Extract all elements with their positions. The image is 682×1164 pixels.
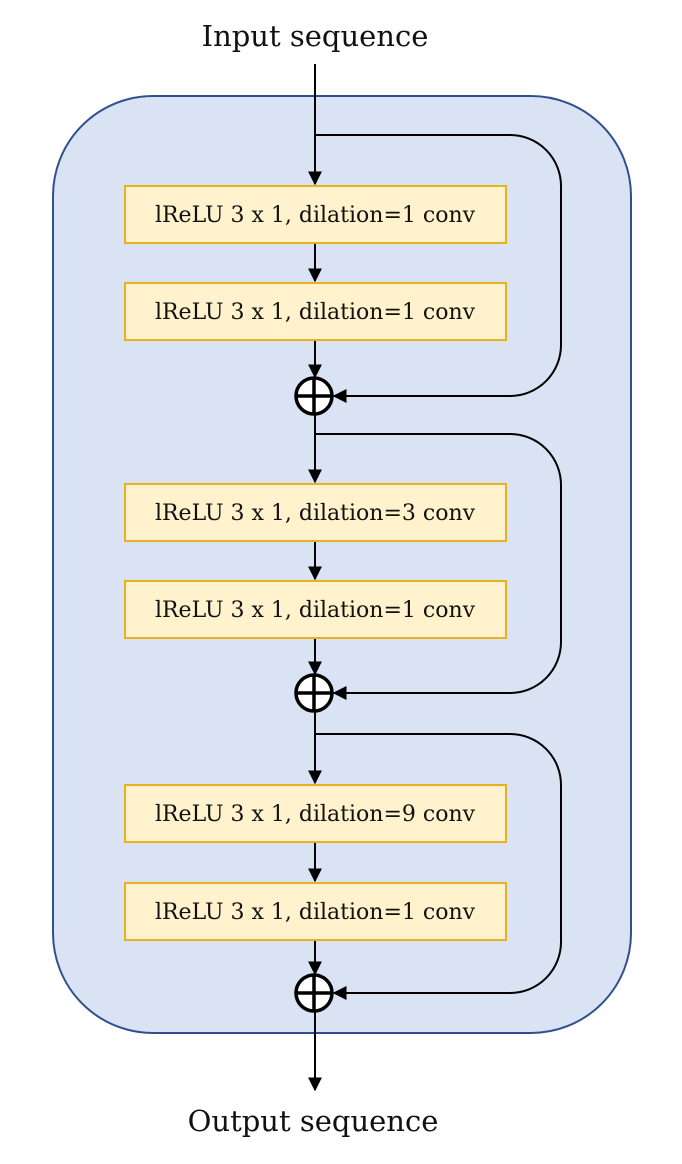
conv-block: lReLU 3 x 1, dilation=1 conv xyxy=(124,882,507,941)
conv-block: lReLU 3 x 1, dilation=9 conv xyxy=(124,784,507,843)
stage-2-skip-connection xyxy=(315,433,562,700)
circled-plus-icon xyxy=(294,973,334,1013)
conv-block-label: lReLU 3 x 1, dilation=1 conv xyxy=(155,900,476,925)
conv-block: lReLU 3 x 1, dilation=3 conv xyxy=(124,483,507,542)
circled-plus-icon xyxy=(294,673,334,713)
conv-block-label: lReLU 3 x 1, dilation=3 conv xyxy=(155,501,476,526)
conv-block: lReLU 3 x 1, dilation=1 conv xyxy=(124,185,507,244)
conv-block-label: lReLU 3 x 1, dilation=9 conv xyxy=(155,802,476,827)
conv-block: lReLU 3 x 1, dilation=1 conv xyxy=(124,580,507,639)
conv-block-label: lReLU 3 x 1, dilation=1 conv xyxy=(155,300,476,325)
conv-block-label: lReLU 3 x 1, dilation=1 conv xyxy=(155,203,476,228)
input-sequence-label: Input sequence xyxy=(202,19,429,53)
conv-block-label: lReLU 3 x 1, dilation=1 conv xyxy=(155,598,476,623)
output-sequence-label: Output sequence xyxy=(188,1104,439,1138)
stage-3-skip-connection xyxy=(315,733,562,1000)
stage-1-skip-connection xyxy=(315,134,562,403)
conv-block: lReLU 3 x 1, dilation=1 conv xyxy=(124,282,507,341)
circled-plus-icon xyxy=(294,376,334,416)
